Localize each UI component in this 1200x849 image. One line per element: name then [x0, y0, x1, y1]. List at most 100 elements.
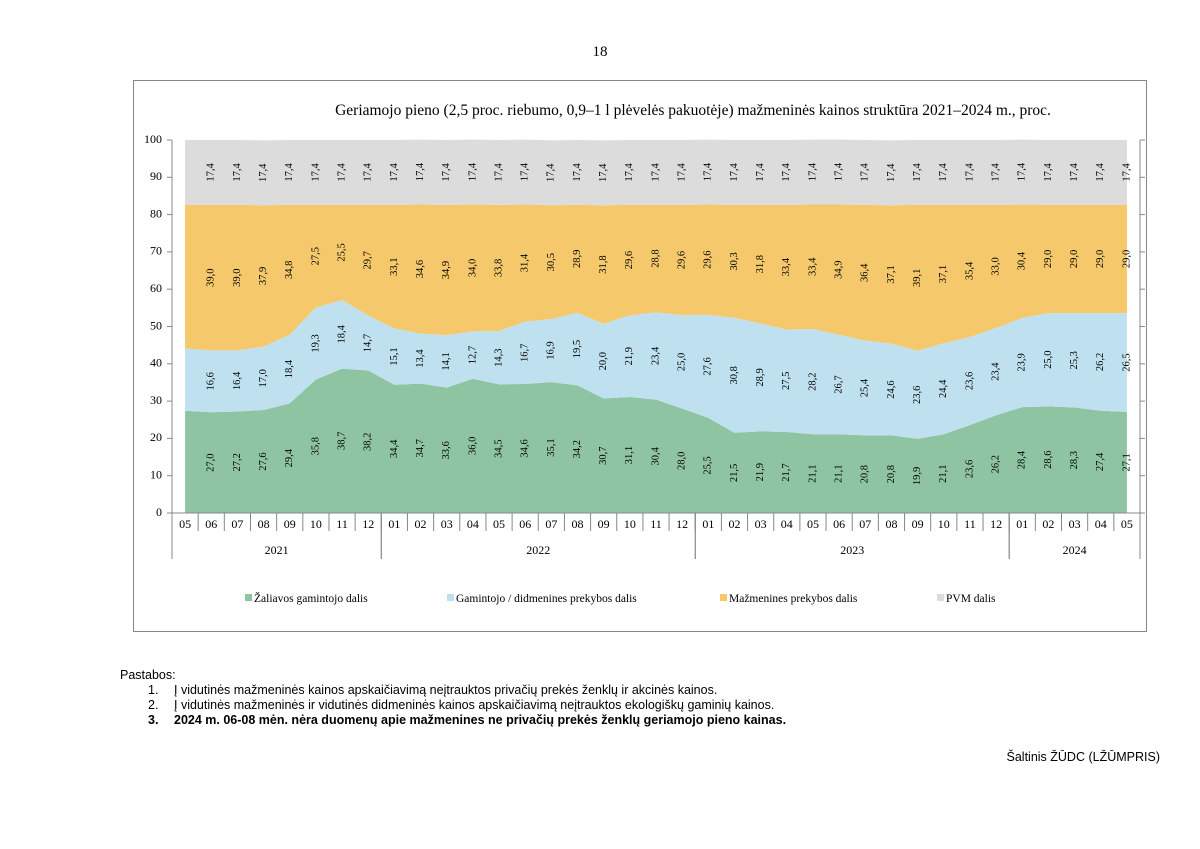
note-item: 1. Į vidutinės mažmeninės kainos apskaiči…	[120, 683, 786, 698]
value-label: 34,5	[493, 439, 504, 457]
value-label: 29,0	[1095, 250, 1106, 268]
chart-frame	[133, 80, 1147, 632]
value-label: 29,0	[1069, 250, 1080, 268]
value-label: 21,5	[729, 464, 740, 482]
value-label: 17,4	[546, 163, 557, 182]
value-label: 17,4	[703, 162, 714, 181]
value-label: 17,4	[493, 163, 504, 182]
value-label: 25,5	[336, 243, 347, 261]
value-label: 21,7	[781, 463, 792, 481]
value-label: 28,6	[1043, 450, 1054, 468]
value-label: 17,4	[1121, 163, 1132, 182]
value-label: 25,5	[703, 456, 714, 474]
y-tick-label: 100	[144, 132, 162, 146]
value-label: 25,4	[860, 378, 871, 397]
notes: Pastabos: 1. Į vidutinės mažmeninės kaino…	[120, 668, 786, 728]
value-label: 30,3	[729, 252, 740, 270]
y-tick-label: 0	[156, 505, 162, 519]
value-label: 17,4	[834, 162, 845, 181]
y-tick-label: 10	[150, 467, 162, 481]
x-group-label: 2022	[526, 543, 550, 557]
value-label: 17,4	[336, 163, 347, 182]
value-label: 18,4	[336, 324, 347, 343]
source: Šaltinis ŽŪDC (LŽŪMPRIS)	[1006, 750, 1161, 764]
value-label: 17,4	[755, 163, 766, 182]
value-label: 13,4	[415, 349, 426, 368]
x-tick-label: 01	[1016, 517, 1028, 531]
value-label: 17,4	[520, 162, 531, 181]
value-label: 17,4	[232, 163, 243, 182]
x-tick-label: 02	[415, 517, 427, 531]
value-label: 17,4	[206, 163, 217, 182]
page-number: 18	[592, 44, 608, 60]
value-label: 26,5	[1121, 353, 1132, 371]
x-tick-label: 03	[755, 517, 767, 531]
area	[185, 300, 1127, 439]
note-item: 3. 2024 m. 06-08 mėn. nėra duomenų apie m…	[120, 713, 786, 728]
value-label: 29,0	[1043, 250, 1054, 268]
value-label: 20,8	[860, 465, 871, 483]
value-label: 29,6	[677, 251, 688, 269]
value-label: 23,9	[1017, 353, 1028, 371]
value-label: 19,5	[572, 340, 583, 358]
value-label: 28,9	[572, 250, 583, 268]
x-tick-label: 02	[728, 517, 740, 531]
value-label: 37,9	[258, 267, 269, 285]
value-label: 34,7	[415, 439, 426, 457]
value-label: 34,6	[520, 439, 531, 457]
value-label: 28,2	[807, 373, 818, 391]
x-tick-label: 10	[310, 517, 322, 531]
value-label: 39,0	[206, 268, 217, 286]
x-tick-label: 10	[624, 517, 636, 531]
value-label: 17,4	[415, 162, 426, 181]
x-tick-label: 01	[388, 517, 400, 531]
value-label: 16,9	[546, 341, 557, 359]
value-label: 14,7	[363, 334, 374, 352]
x-tick-label: 09	[284, 517, 296, 531]
x-tick-label: 09	[912, 517, 924, 531]
x-tick-label: 04	[781, 517, 793, 531]
value-label: 34,0	[467, 259, 478, 277]
x-tick-label: 12	[990, 517, 1002, 531]
value-label: 27,1	[1121, 453, 1132, 471]
x-tick-label: 08	[572, 517, 584, 531]
value-label: 14,3	[493, 348, 504, 366]
value-label: 17,4	[1095, 163, 1106, 182]
x-group-label: 2021	[265, 543, 289, 557]
value-label: 33,4	[781, 257, 792, 276]
value-label: 24,4	[938, 379, 949, 398]
x-tick-label: 10	[938, 517, 950, 531]
x-tick-label: 12	[676, 517, 688, 531]
area	[185, 139, 1127, 206]
value-label: 28,3	[1069, 451, 1080, 469]
value-label: 33,6	[441, 441, 452, 459]
x-tick-label: 12	[362, 517, 374, 531]
value-label: 27,5	[781, 372, 792, 390]
value-label: 28,9	[755, 368, 766, 386]
note-text: 2024 m. 06-08 mėn. nėra duomenų apie maž…	[174, 713, 787, 727]
value-label: 27,4	[1095, 452, 1106, 471]
legend-label: Mažmenines prekybos dalis	[729, 593, 858, 605]
x-tick-label: 05	[1121, 517, 1133, 531]
value-label: 17,4	[598, 163, 609, 182]
x-group-label: 2023	[840, 543, 864, 557]
value-label: 17,4	[650, 163, 661, 182]
value-label: 16,4	[232, 371, 243, 390]
value-label: 35,4	[964, 261, 975, 280]
value-label: 16,6	[206, 372, 217, 390]
value-label: 30,4	[1017, 251, 1028, 270]
value-label: 21,9	[624, 347, 635, 365]
x-tick-label: 05	[807, 517, 819, 531]
y-tick-label: 60	[150, 281, 162, 295]
value-label: 28,4	[1017, 450, 1028, 469]
legend-swatch	[447, 594, 454, 601]
value-label: 33,8	[493, 259, 504, 277]
area	[185, 368, 1127, 513]
value-label: 33,4	[807, 257, 818, 276]
x-tick-label: 06	[833, 517, 845, 531]
value-label: 39,1	[912, 269, 923, 287]
value-label: 27,2	[232, 453, 243, 471]
value-label: 30,8	[729, 366, 740, 384]
value-label: 21,1	[938, 464, 949, 482]
